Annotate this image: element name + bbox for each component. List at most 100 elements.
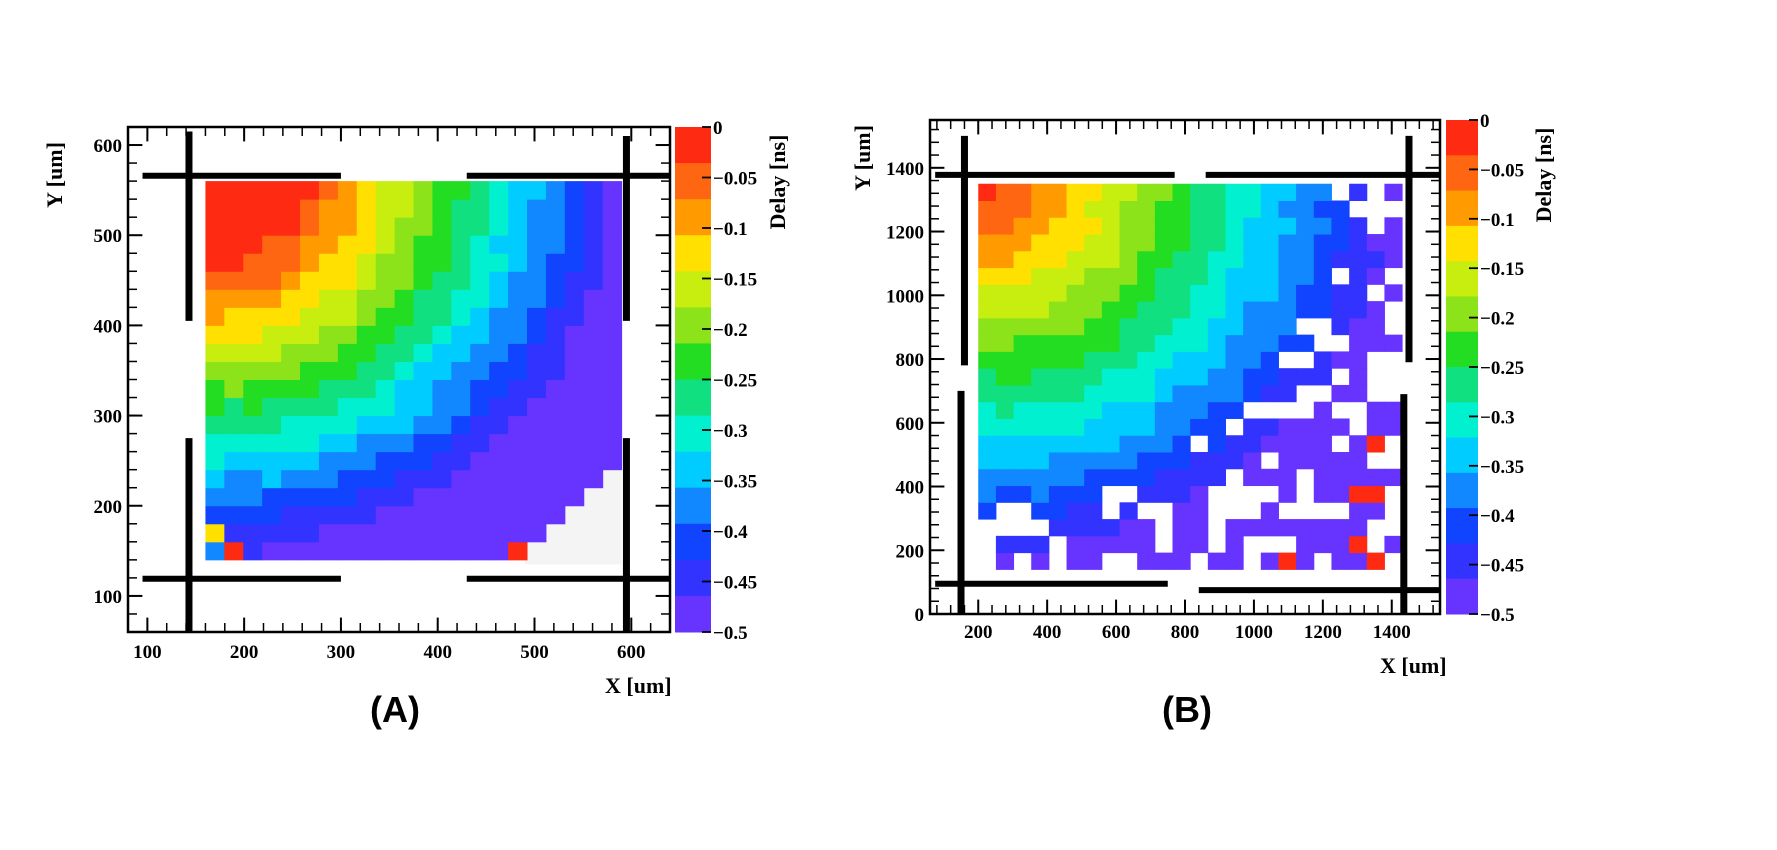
heatmap-cell: [1331, 485, 1350, 503]
heatmap-cell: [1331, 535, 1350, 554]
heatmap-cell: [1172, 384, 1191, 403]
heatmap-cell: [1278, 217, 1297, 235]
heatmap-cell: [300, 361, 320, 380]
heatmap-cell: [1207, 234, 1226, 252]
heatmap-cell: [995, 401, 1015, 419]
heatmap-cell: [527, 397, 547, 417]
heatmap-cell: [1190, 452, 1209, 470]
heatmap-cell: [1066, 418, 1085, 436]
heatmap-cell: [224, 433, 244, 453]
heatmap-cell: [470, 433, 490, 453]
heatmap-cell: [300, 505, 320, 525]
heatmap-cell: [451, 253, 471, 272]
heatmap-cell: [1013, 485, 1032, 503]
heatmap-cell: [978, 317, 997, 336]
heatmap-cell: [995, 234, 1015, 252]
heatmap-cell: [356, 523, 377, 543]
y-tick-label: 0: [915, 605, 925, 626]
heatmap-cell: [451, 379, 471, 399]
heatmap-cell: [995, 284, 1015, 302]
heatmap-cell: [300, 397, 320, 417]
heatmap-cell: [1225, 519, 1244, 537]
heatmap-cell: [1225, 384, 1244, 403]
heatmap-cell: [205, 415, 225, 435]
heatmap-cell: [1084, 519, 1103, 537]
heatmap-cell: [1313, 519, 1332, 537]
x-tick-label: 100: [133, 642, 162, 663]
x-tick-label: 200: [230, 642, 259, 663]
heatmap-cell: [1313, 217, 1332, 235]
heatmap-cell: [978, 452, 997, 470]
heatmap-cell: [583, 217, 604, 236]
heatmap-cell: [432, 343, 452, 362]
heatmap-cell: [281, 469, 301, 489]
heatmap-cell: [1243, 217, 1262, 235]
colorbar-tick-label: −0.25: [1480, 358, 1524, 379]
heatmap-cell: [508, 505, 528, 525]
heatmap-cell: [978, 284, 997, 302]
heatmap-cell: [1278, 368, 1297, 386]
heatmap-cell: [527, 433, 547, 453]
heatmap-cell: [583, 469, 604, 489]
heatmap-cell: [243, 217, 263, 236]
heatmap-cell: [1172, 183, 1191, 202]
heatmap-cell: [224, 523, 244, 543]
heatmap-cell: [1154, 183, 1174, 202]
heatmap-cell: [527, 379, 547, 399]
heatmap-cell: [1066, 200, 1085, 218]
heatmap-cell: [1172, 502, 1191, 520]
heatmap-cell: [205, 307, 225, 326]
x-tick-label: 1400: [1373, 622, 1411, 643]
heatmap-cell: [205, 505, 225, 525]
heatmap-cell: [1137, 468, 1156, 487]
heatmap-cell: [470, 469, 490, 489]
heatmap-cell: [1172, 250, 1191, 269]
heatmap-cell: [995, 384, 1015, 403]
heatmap-cell: [489, 307, 509, 326]
heatmap-cell: [394, 235, 415, 254]
heatmap-cell: [394, 253, 415, 272]
heatmap-cell: [1013, 250, 1032, 269]
heatmap-cell: [1366, 502, 1385, 520]
heatmap-cell: [337, 451, 358, 471]
heatmap-cell: [413, 181, 433, 200]
heatmap-cell: [318, 415, 339, 435]
heatmap-cell: [602, 253, 623, 272]
heatmap-cell: [1013, 384, 1032, 403]
heatmap-cell: [1031, 502, 1050, 520]
heatmap-cell: [1349, 384, 1368, 403]
heatmap-cell: [375, 343, 396, 362]
colorbar-segment: [1446, 472, 1478, 509]
heatmap-cell: [413, 523, 433, 543]
heatmap-cell: [413, 541, 433, 561]
heatmap-cell: [1101, 334, 1121, 352]
heatmap-cell: [1172, 552, 1191, 570]
heatmap-cell: [1313, 301, 1332, 319]
heatmap-cell: [451, 451, 471, 471]
y-tick-label: 1200: [886, 223, 924, 244]
heatmap-cell: [1137, 284, 1156, 302]
heatmap-cell: [318, 307, 339, 326]
heatmap-cell: [1066, 183, 1085, 202]
heatmap-cell: [413, 217, 433, 236]
heatmap-cell: [262, 289, 282, 308]
heatmap-cell: [1278, 267, 1297, 285]
heatmap-cell: [978, 334, 997, 352]
heatmap-cell: [1207, 552, 1226, 570]
heatmap-cell: [318, 397, 339, 417]
heatmap-cell: [1349, 485, 1368, 503]
heatmap-cell: [281, 217, 301, 236]
heatmap-cell: [1349, 317, 1368, 336]
heatmap-cell: [394, 505, 415, 525]
heatmap-cell: [281, 487, 301, 507]
heatmap-cell: [1313, 468, 1332, 487]
heatmap-cell: [564, 307, 585, 326]
heatmap-cell: [451, 307, 471, 326]
heatmap-cell: [300, 253, 320, 272]
heatmap-cell: [470, 523, 490, 543]
colorbar-segment: [675, 127, 711, 164]
heatmap-cell: [1207, 452, 1226, 470]
heatmap-cell: [1048, 519, 1068, 537]
heatmap-cell: [451, 217, 471, 236]
heatmap-cell: [1260, 284, 1279, 302]
